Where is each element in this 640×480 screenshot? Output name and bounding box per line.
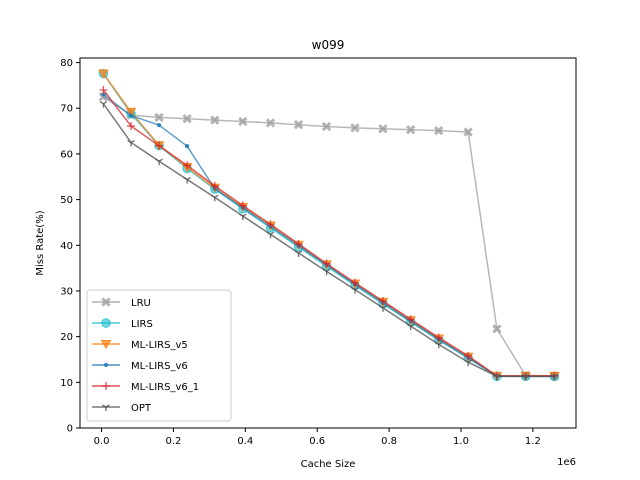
legend-marker xyxy=(102,382,110,390)
data-point xyxy=(265,118,276,128)
legend-entry: ML-LIRS_v5 xyxy=(92,340,188,351)
data-point xyxy=(210,115,220,125)
data-point xyxy=(182,114,192,124)
axes-frame xyxy=(79,57,577,429)
data-point xyxy=(99,85,108,94)
data-point xyxy=(101,92,106,97)
data-point xyxy=(350,123,360,133)
legend-box xyxy=(86,289,232,422)
legend-entry: OPT xyxy=(92,403,152,414)
y-tick-label: 0 xyxy=(67,424,73,435)
legend-marker xyxy=(102,404,110,411)
data-point xyxy=(154,112,164,123)
data-point xyxy=(238,116,248,127)
legend-label: ML-LIRS_v5 xyxy=(131,340,188,351)
data-point xyxy=(322,268,331,276)
data-point xyxy=(294,239,303,248)
data-point xyxy=(378,297,387,306)
legend-entry: LIRS xyxy=(92,318,153,330)
data-point xyxy=(293,120,304,130)
data-point xyxy=(322,259,331,268)
data-point xyxy=(321,121,332,132)
data-point xyxy=(128,113,134,118)
data-point xyxy=(434,341,443,349)
legend-marker xyxy=(103,362,109,368)
legend-marker xyxy=(100,340,112,350)
data-point xyxy=(238,201,247,210)
data-point xyxy=(183,176,191,184)
data-point xyxy=(266,220,275,229)
data-point xyxy=(550,373,559,381)
data-point xyxy=(99,101,108,108)
legend-entry: ML-LIRS_v6_1 xyxy=(92,382,199,393)
data-point xyxy=(156,123,162,128)
y-tick-label: 40 xyxy=(60,241,73,252)
x-axis-offset-label: 1e6 xyxy=(557,457,576,468)
legend: LRU LIRS ML-LIRS_v5 ML-LIRS_v6 ML-LIRS_v6_1 O… xyxy=(86,289,232,422)
series-opt xyxy=(99,101,559,381)
data-point xyxy=(183,161,192,170)
data-point xyxy=(406,323,415,331)
x-axis-label: Cache Size xyxy=(301,459,356,470)
axes: 0.0 0.2 0.4 0.6 0.8 1.0 1.2 0 10 20 30 40 50 60 70 80 xyxy=(60,57,577,447)
y-tick-label: 70 xyxy=(60,104,73,115)
y-tick-label: 60 xyxy=(60,149,73,160)
data-point xyxy=(379,305,387,312)
data-point xyxy=(127,122,136,131)
data-point xyxy=(98,69,109,79)
data-point xyxy=(463,127,473,137)
chart-title: w099 xyxy=(312,38,345,52)
data-point xyxy=(239,213,247,221)
x-tick-label: 1.0 xyxy=(453,436,469,447)
legend-entry: LRU xyxy=(92,297,151,309)
data-point xyxy=(351,287,359,294)
data-point xyxy=(155,141,164,150)
data-point xyxy=(492,324,502,334)
x-tick-label: 0.8 xyxy=(381,436,397,447)
data-point xyxy=(406,125,416,135)
x-tick-label: 0.2 xyxy=(165,436,181,447)
data-point xyxy=(125,107,137,117)
legend-marker xyxy=(101,297,111,307)
legend-label: ML-LIRS_v6_1 xyxy=(131,382,199,393)
data-point xyxy=(434,333,443,342)
data-point xyxy=(434,125,444,136)
data-point xyxy=(98,92,109,102)
x-tick-label: 0.6 xyxy=(309,436,325,447)
data-point xyxy=(521,373,530,381)
y-tick-label: 30 xyxy=(60,286,73,297)
y-tick-label: 20 xyxy=(60,332,73,343)
legend-label: LIRS xyxy=(131,319,153,330)
data-point xyxy=(185,144,190,149)
y-tick-label: 50 xyxy=(60,195,73,206)
data-point xyxy=(266,231,275,239)
x-tick-label: 1.2 xyxy=(525,436,541,447)
legend-label: OPT xyxy=(131,403,152,414)
legend-entry: ML-LIRS_v6 xyxy=(92,361,188,372)
legend-marker xyxy=(101,318,111,328)
data-point xyxy=(378,124,388,134)
legend-label: LRU xyxy=(131,298,151,309)
data-point xyxy=(210,194,219,202)
data-point xyxy=(350,278,359,287)
x-tick-label: 0.0 xyxy=(94,436,110,447)
data-point xyxy=(493,373,501,381)
y-axis-label: Miss Rate(%) xyxy=(35,210,46,275)
data-point xyxy=(155,158,163,166)
y-tick-label: 80 xyxy=(60,58,73,69)
data-point xyxy=(406,315,415,324)
data-point xyxy=(464,359,472,367)
y-tick-label: 10 xyxy=(60,378,73,389)
plot-area xyxy=(98,68,560,382)
data-point xyxy=(210,181,219,190)
x-tick-label: 0.4 xyxy=(237,436,253,447)
data-point xyxy=(464,351,473,360)
data-point xyxy=(127,139,135,147)
data-point xyxy=(294,250,303,258)
legend-label: ML-LIRS_v6 xyxy=(131,361,188,372)
